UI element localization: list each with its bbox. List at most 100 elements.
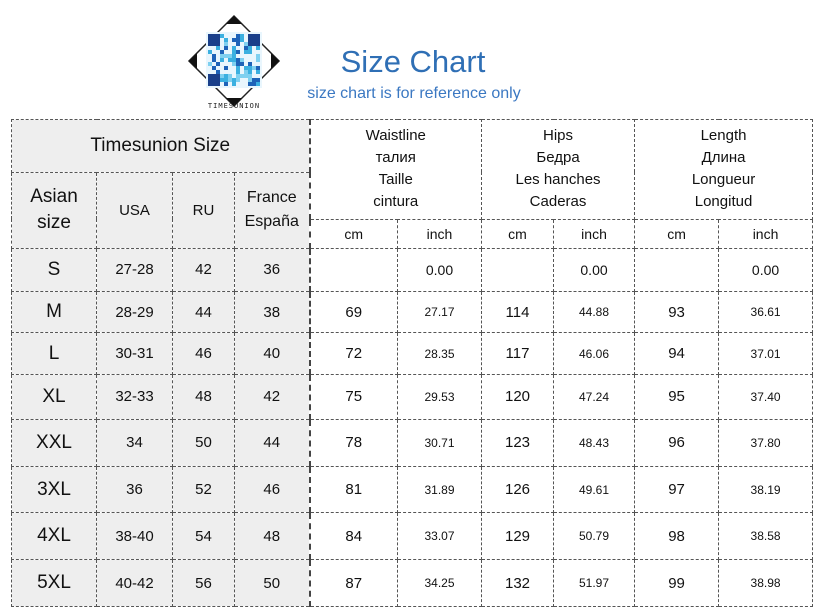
ru-cell: 54 <box>172 512 235 561</box>
size-chart-table: Timesunion Size Waistline талия Taille cin… <box>11 119 814 607</box>
usa-cell: 38-40 <box>96 512 173 561</box>
hips-inch-cell: 0.00 <box>553 248 636 292</box>
size-cell: 5XL <box>11 559 97 607</box>
waist-inch-cell: 31.89 <box>396 465 483 514</box>
hips-inch-cell: 50.79 <box>553 512 636 561</box>
waist-cm-cell <box>308 248 398 292</box>
waistline-header: Waistline талия Taille cintura <box>308 119 483 220</box>
table-row: 5XL 40-42 56 50 87 34.25 132 51.97 99 38.98 <box>11 559 814 607</box>
table-row: M 28-29 44 38 69 27.17 114 44.88 93 36.61 <box>11 290 814 334</box>
usa-cell: 30-31 <box>96 332 173 376</box>
waist-inch-cell: 34.25 <box>396 559 483 607</box>
length-inch-cell: 38.58 <box>718 512 814 561</box>
hips-inch-header: inch <box>553 218 636 250</box>
waist-inch-cell: 30.71 <box>396 418 483 467</box>
table-row: L 30-31 46 40 72 28.35 117 46.06 94 37.01 <box>11 332 814 376</box>
table-row: XXL 34 50 44 78 30.71 123 48.43 96 37.80 <box>11 418 814 467</box>
brand-name: TIMESUNION <box>207 102 261 110</box>
france-espana-cell: 48 <box>234 512 310 561</box>
hips-cm-cell: 123 <box>481 418 555 467</box>
france-espana-cell: 36 <box>234 248 310 292</box>
hips-inch-cell: 48.43 <box>553 418 636 467</box>
waist-inch-header: inch <box>396 218 483 250</box>
waist-cm-cell: 72 <box>308 332 398 376</box>
waist-inch-cell: 33.07 <box>396 512 483 561</box>
brand-logo <box>187 14 281 108</box>
france-espana-cell: 44 <box>234 418 310 467</box>
length-inch-cell: 37.40 <box>718 374 814 420</box>
length-inch-cell: 37.01 <box>718 332 814 376</box>
hips-cm-cell: 114 <box>481 290 555 334</box>
hips-cm-cell: 129 <box>481 512 555 561</box>
usa-cell: 34 <box>96 418 173 467</box>
hips-cm-cell: 117 <box>481 332 555 376</box>
length-inch-cell: 38.98 <box>718 559 814 607</box>
asian-size-header: Asian size <box>11 171 97 250</box>
length-cm-cell: 94 <box>634 332 720 376</box>
waist-inch-cell: 29.53 <box>396 374 483 420</box>
size-cell: 4XL <box>11 512 97 561</box>
france-espana-cell: 40 <box>234 332 310 376</box>
hips-cm-header: cm <box>481 218 555 250</box>
page-subtitle: size chart is for reference only <box>307 85 521 102</box>
length-header: Length Длина Longueur Longitud <box>634 119 814 220</box>
hips-cm-cell: 132 <box>481 559 555 607</box>
hips-cm-cell <box>481 248 555 292</box>
waist-cm-cell: 69 <box>308 290 398 334</box>
hips-cm-cell: 126 <box>481 465 555 514</box>
usa-cell: 28-29 <box>96 290 173 334</box>
size-cell: XXL <box>11 418 97 467</box>
ru-cell: 56 <box>172 559 235 607</box>
length-inch-cell: 36.61 <box>718 290 814 334</box>
page-title: Size Chart <box>340 44 486 79</box>
waist-cm-cell: 75 <box>308 374 398 420</box>
hips-header: Hips Бедра Les hanches Caderas <box>481 119 636 220</box>
ru-cell: 50 <box>172 418 235 467</box>
hips-inch-cell: 46.06 <box>553 332 636 376</box>
usa-cell: 32-33 <box>96 374 173 420</box>
size-cell: S <box>11 248 97 292</box>
france-espana-cell: 46 <box>234 465 310 514</box>
usa-cell: 40-42 <box>96 559 173 607</box>
table-row: XL 32-33 48 42 75 29.53 120 47.24 95 37.40 <box>11 374 814 420</box>
waist-cm-cell: 78 <box>308 418 398 467</box>
size-cell: L <box>11 332 97 376</box>
hips-inch-cell: 47.24 <box>553 374 636 420</box>
ru-cell: 46 <box>172 332 235 376</box>
waist-cm-cell: 81 <box>308 465 398 514</box>
usa-cell: 36 <box>96 465 173 514</box>
length-cm-cell: 93 <box>634 290 720 334</box>
waist-inch-cell: 27.17 <box>396 290 483 334</box>
hips-cm-cell: 120 <box>481 374 555 420</box>
length-cm-cell <box>634 248 720 292</box>
qr-code-icon <box>206 32 262 88</box>
waist-cm-header: cm <box>308 218 398 250</box>
hips-inch-cell: 49.61 <box>553 465 636 514</box>
ru-cell: 44 <box>172 290 235 334</box>
ru-cell: 42 <box>172 248 235 292</box>
length-cm-header: cm <box>634 218 720 250</box>
table-row: 4XL 38-40 54 48 84 33.07 129 50.79 98 38.58 <box>11 512 814 561</box>
length-cm-cell: 98 <box>634 512 720 561</box>
waist-inch-cell: 28.35 <box>396 332 483 376</box>
table-row: 3XL 36 52 46 81 31.89 126 49.61 97 38.19 <box>11 465 814 514</box>
length-cm-cell: 97 <box>634 465 720 514</box>
ru-cell: 52 <box>172 465 235 514</box>
usa-header: USA <box>96 171 173 250</box>
ru-header: RU <box>172 171 235 250</box>
waist-inch-cell: 0.00 <box>396 248 483 292</box>
length-inch-cell: 38.19 <box>718 465 814 514</box>
length-inch-cell: 0.00 <box>718 248 814 292</box>
france-espana-cell: 50 <box>234 559 310 607</box>
france-espana-cell: 38 <box>234 290 310 334</box>
ru-cell: 48 <box>172 374 235 420</box>
france-espana-header: France España <box>234 171 310 250</box>
length-cm-cell: 96 <box>634 418 720 467</box>
length-inch-cell: 37.80 <box>718 418 814 467</box>
usa-cell: 27-28 <box>96 248 173 292</box>
size-cell: 3XL <box>11 465 97 514</box>
length-inch-header: inch <box>718 218 814 250</box>
hips-inch-cell: 44.88 <box>553 290 636 334</box>
waist-cm-cell: 84 <box>308 512 398 561</box>
size-cell: XL <box>11 374 97 420</box>
